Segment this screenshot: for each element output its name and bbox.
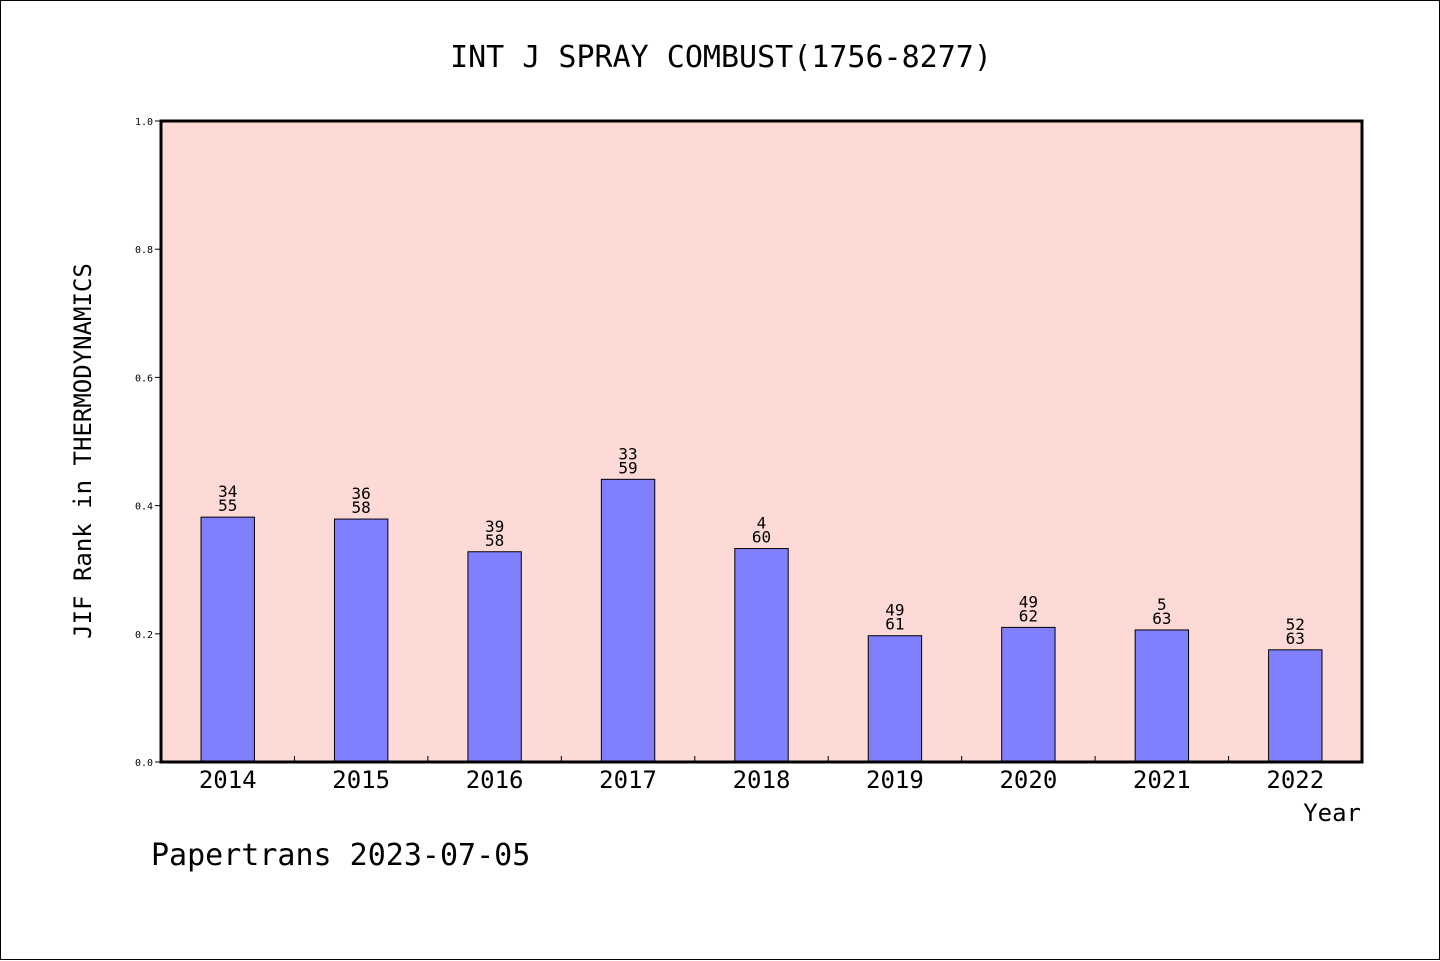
x-tick-label: 2016 [466, 766, 524, 794]
bar-2017 [600, 478, 656, 763]
bar-label-rank: 34 [218, 482, 237, 501]
bar-2021 [1134, 629, 1190, 763]
y-axis-label: JIF Rank in THERMODYNAMICS [69, 263, 97, 639]
bar-2014 [200, 516, 255, 763]
bar-2019 [867, 635, 923, 763]
bar-label-total: 63 [1286, 629, 1305, 648]
bar-label-rank: 4 [757, 514, 767, 533]
bar-label-rank: 52 [1286, 615, 1305, 634]
bar-label-rank: 36 [352, 484, 371, 503]
y-axis-ticks: 0.0 0.2 0.4 0.6 0.8 1.0 [135, 117, 161, 769]
bar-2018 [734, 548, 789, 763]
bar-label-rank: 5 [1157, 595, 1167, 614]
bar-label-total: 60 [752, 528, 771, 547]
bar-2015 [333, 518, 389, 763]
chart-title: INT J SPRAY COMBUST(1756-8277) [450, 40, 992, 75]
x-tick-label: 2021 [1133, 766, 1191, 794]
y-tick-label: 0.4 [135, 502, 153, 513]
bar-label-total: 63 [1152, 609, 1171, 628]
x-tick-label: 2017 [599, 766, 657, 794]
y-tick-label: 0.2 [135, 630, 153, 641]
x-tick-label: 2019 [866, 766, 924, 794]
x-axis-ticks: 2014 2015 2016 2017 2018 2019 2020 2021 2022 [199, 756, 1324, 794]
footer-text: Papertrans 2023-07-05 [151, 838, 530, 873]
x-tick-label: 2014 [199, 766, 257, 794]
bar-label-total: 58 [485, 531, 504, 550]
x-tick-label: 2022 [1266, 766, 1324, 794]
x-tick-label: 2015 [332, 766, 390, 794]
x-tick-label: 2018 [733, 766, 791, 794]
bars-group [200, 478, 1323, 763]
bar-label-total: 59 [618, 458, 637, 477]
bar-2020 [1001, 626, 1056, 763]
y-tick-label: 0.8 [135, 245, 153, 256]
y-tick-label: 1.0 [135, 117, 153, 128]
bar-label-total: 62 [1019, 606, 1038, 625]
x-tick-label: 2020 [999, 766, 1057, 794]
bar-label-rank: 49 [885, 601, 904, 620]
plot-border [159, 119, 1364, 764]
y-tick-label: 0.0 [135, 758, 153, 769]
bar-label-total: 55 [218, 496, 237, 515]
bar-label-total: 58 [352, 498, 371, 517]
x-axis-label: Year [1303, 799, 1361, 827]
bar-2016 [467, 551, 522, 763]
bar-2022 [1268, 649, 1323, 763]
y-tick-label: 0.6 [135, 373, 153, 384]
bar-label-rank: 39 [485, 517, 504, 536]
bar-label-rank: 33 [618, 444, 637, 463]
bar-label-rank: 49 [1019, 592, 1038, 611]
bar-label-total: 61 [885, 615, 904, 634]
